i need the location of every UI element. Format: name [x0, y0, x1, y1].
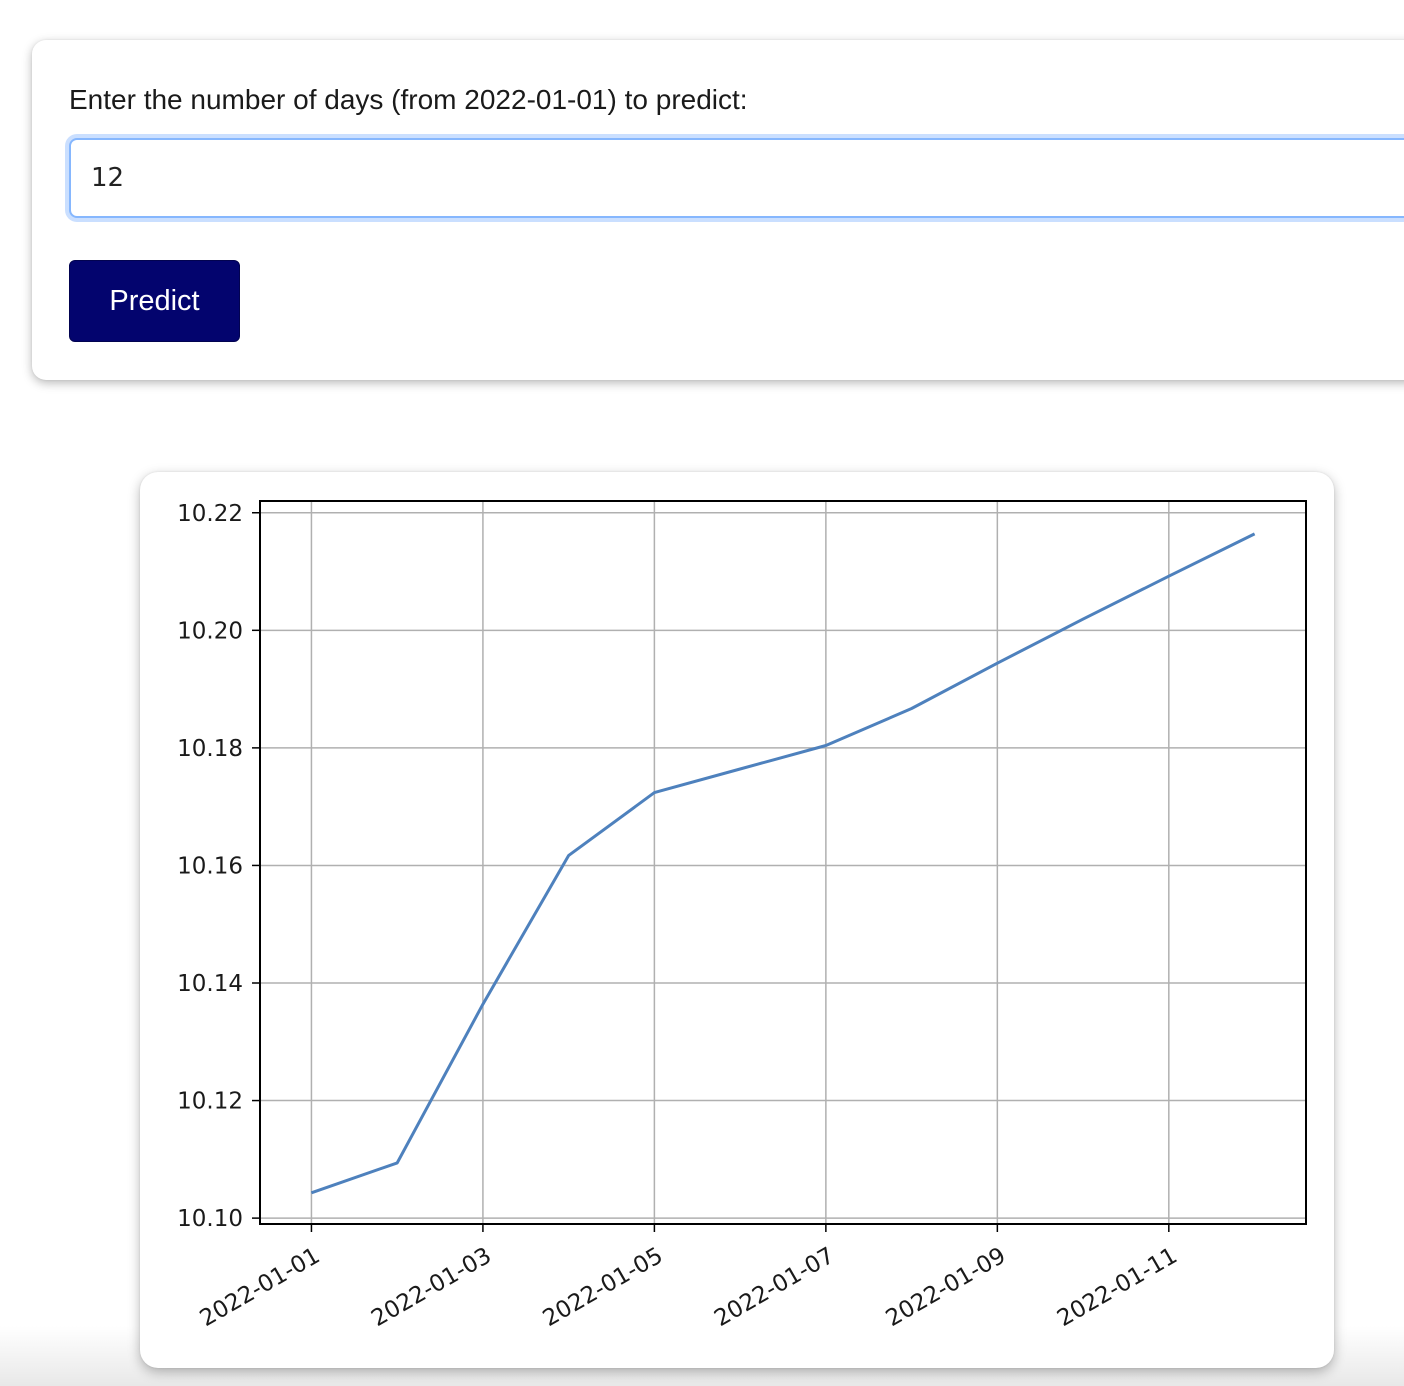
- x-tick-label: 2022-01-09: [882, 1243, 1011, 1332]
- days-prompt-label: Enter the number of days (from 2022-01-0…: [69, 84, 748, 115]
- y-tick-label: 10.18: [177, 736, 243, 762]
- chart-card: 2022-01-01 2022-01-03 2022-01-05 2022-01-07…: [140, 472, 1334, 1368]
- plot-frame: [259, 500, 1307, 1225]
- x-tick-label: 2022-01-01: [196, 1243, 325, 1332]
- series-layer: [310, 532, 1256, 1195]
- x-tick-label: 2022-01-05: [539, 1243, 668, 1332]
- x-tick-label: 2022-01-07: [710, 1243, 839, 1332]
- grid-lines: [260, 501, 1306, 1224]
- predict-button[interactable]: Predict: [69, 260, 240, 342]
- x-tick-label: 2022-01-11: [1053, 1243, 1182, 1332]
- prediction-form-card: Enter the number of days (from 2022-01-0…: [32, 40, 1404, 380]
- y-tick-label: 10.14: [177, 971, 243, 997]
- y-tick-label: 10.16: [177, 853, 243, 879]
- y-tick-label: 10.20: [177, 618, 243, 644]
- axis-ticks: 2022-01-01 2022-01-03 2022-01-05 2022-01-07…: [177, 501, 1182, 1332]
- days-input[interactable]: [69, 138, 1404, 218]
- prediction-chart: 2022-01-01 2022-01-03 2022-01-05 2022-01-07…: [177, 500, 1307, 1332]
- x-tick-label: 2022-01-03: [367, 1243, 496, 1332]
- y-tick-label: 10.10: [177, 1206, 243, 1232]
- series-line: [310, 532, 1256, 1195]
- y-tick-label: 10.12: [177, 1089, 243, 1115]
- y-tick-label: 10.22: [177, 501, 243, 527]
